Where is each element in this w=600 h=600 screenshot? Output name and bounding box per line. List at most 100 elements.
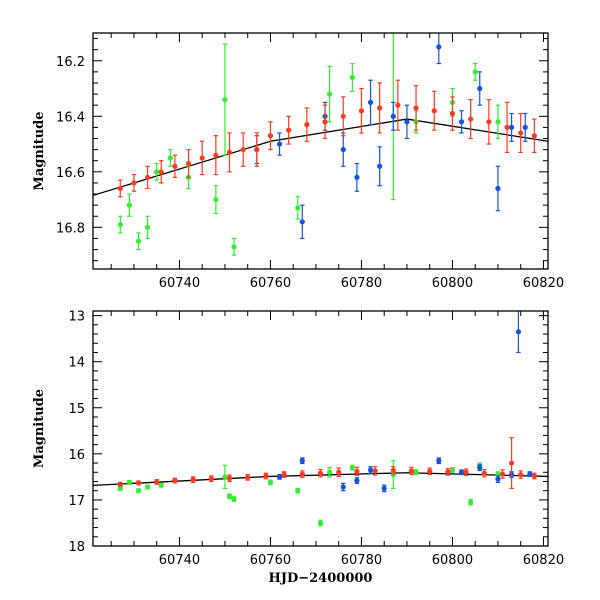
data-point: [367, 99, 374, 106]
data-point: [477, 465, 483, 471]
data-point: [495, 476, 501, 482]
x-tick-label: 60800: [432, 553, 473, 568]
series-green: [117, 33, 501, 256]
data-point: [190, 477, 196, 483]
data-point: [349, 465, 355, 471]
data-point: [158, 169, 164, 175]
data-point: [377, 105, 383, 111]
data-point: [299, 458, 305, 464]
y-tick-label: 13: [68, 310, 85, 325]
data-point: [427, 468, 433, 474]
data-point: [327, 469, 333, 475]
y-tick-label: 18: [68, 540, 85, 555]
series-green: [117, 460, 501, 527]
data-point: [222, 474, 228, 480]
x-axis-title: HJD−2400000: [269, 571, 373, 586]
y-tick-label: 16: [68, 448, 85, 463]
trend-line: [93, 118, 548, 197]
y-tick-label: 14: [68, 356, 85, 371]
data-point: [322, 119, 328, 125]
x-tick-label: 60780: [341, 276, 382, 291]
data-point: [413, 469, 419, 475]
data-point: [458, 119, 465, 125]
x-ticks: [110, 33, 544, 269]
data-point: [117, 221, 123, 228]
data-point: [226, 149, 233, 155]
data-point: [226, 475, 233, 481]
data-point: [299, 471, 305, 477]
data-point: [340, 147, 346, 153]
y-tick-label: 15: [68, 402, 85, 417]
data-point: [199, 155, 205, 161]
x-tick-label: 60740: [159, 553, 200, 568]
data-point: [317, 470, 324, 476]
data-point: [295, 488, 301, 494]
x-tick-label: 60780: [341, 553, 382, 568]
data-point: [240, 147, 246, 153]
data-point: [354, 477, 360, 484]
data-point: [317, 520, 324, 526]
data-point: [354, 174, 360, 180]
data-point: [531, 133, 537, 139]
data-point: [304, 122, 310, 128]
x-tick-label: 60760: [250, 276, 291, 291]
y-tick-label: 16.8: [56, 221, 85, 236]
data-point: [226, 493, 233, 499]
data-point: [208, 476, 214, 482]
data-point: [354, 468, 360, 474]
data-point: [358, 108, 365, 114]
data-point: [515, 329, 522, 335]
data-point: [504, 124, 510, 130]
data-point: [231, 244, 237, 250]
series-blue: [276, 311, 533, 493]
series-red: [117, 437, 537, 490]
x-tick-label: 60760: [250, 553, 291, 568]
data-point: [145, 224, 151, 230]
data-point: [445, 469, 451, 475]
data-point: [381, 485, 387, 492]
data-point: [436, 458, 442, 464]
data-point: [126, 479, 132, 486]
plot-frame: [92, 310, 549, 547]
data-point: [185, 160, 192, 167]
data-point: [267, 479, 274, 486]
data-point: [154, 169, 160, 175]
data-point: [213, 196, 219, 203]
data-point: [495, 119, 501, 125]
data-point: [477, 85, 483, 92]
data-point: [468, 499, 474, 505]
data-point: [222, 97, 228, 103]
x-tick-label: 60740: [159, 276, 200, 291]
data-point: [245, 474, 251, 480]
data-point: [117, 185, 123, 192]
x-tick-label: 60820: [523, 276, 564, 291]
data-point: [390, 467, 396, 474]
data-point: [377, 163, 383, 169]
data-point: [522, 124, 528, 130]
data-point: [154, 479, 160, 485]
y-tick-label: 17: [68, 494, 85, 509]
data-point: [395, 102, 401, 108]
data-point: [436, 44, 442, 50]
x-tick-label: 60800: [432, 276, 473, 291]
data-point: [167, 155, 173, 161]
data-point: [117, 481, 123, 487]
data-point: [276, 474, 283, 480]
x-tick-label: 60820: [523, 553, 564, 568]
data-point: [295, 205, 301, 211]
y-tick-label: 16.6: [56, 166, 85, 181]
data-point: [349, 74, 355, 81]
data-point: [431, 108, 437, 114]
x-ticks: [110, 311, 544, 546]
data-point: [499, 471, 506, 477]
data-point: [495, 185, 501, 192]
data-point: [458, 469, 465, 475]
data-point: [135, 238, 142, 244]
data-point: [231, 496, 237, 502]
top-panel: 60740 60760 60780 60800 60820 16.2 16.4 16.6 16.…: [32, 32, 564, 291]
data-point: [327, 91, 333, 97]
data-point: [468, 116, 474, 122]
data-point: [518, 130, 524, 136]
data-point: [408, 468, 415, 474]
data-point: [518, 471, 524, 478]
